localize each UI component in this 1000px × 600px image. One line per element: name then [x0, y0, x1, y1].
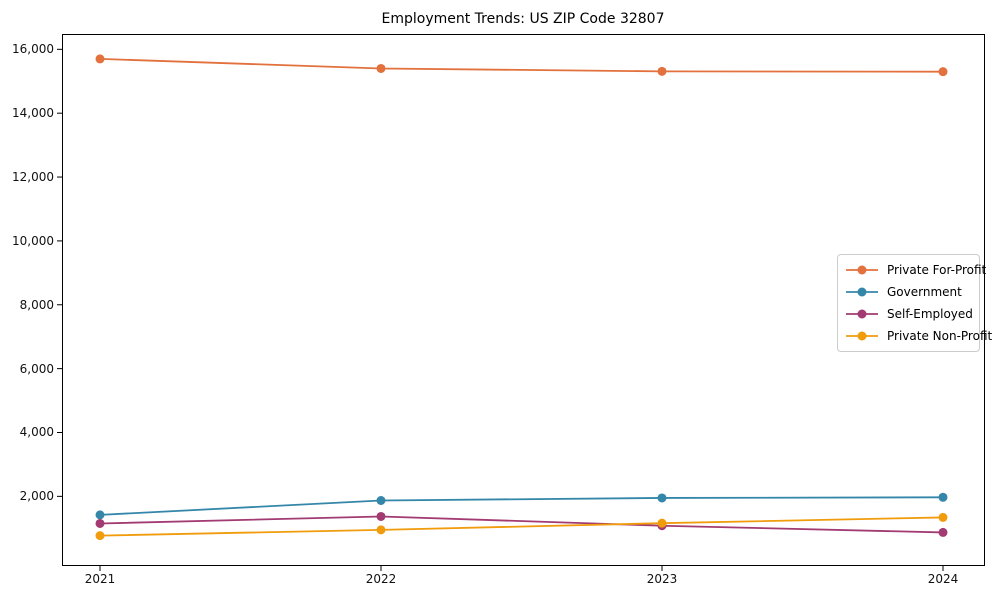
data-point-private-non-profit: [376, 525, 386, 535]
data-point-private-for-profit: [657, 66, 667, 76]
data-point-private-non-profit: [938, 512, 948, 522]
legend-label: Self-Employed: [887, 307, 973, 321]
legend-label: Private For-Profit: [887, 263, 987, 277]
y-axis-tick-label: 2,000: [19, 489, 54, 504]
legend-line-marker-icon: [846, 287, 878, 297]
legend-line-marker-icon: [846, 309, 878, 319]
data-point-private-for-profit: [95, 54, 105, 64]
legend-label: Private Non-Profit: [887, 329, 993, 343]
data-point-private-for-profit: [938, 67, 948, 77]
axes-frame: [62, 34, 985, 566]
data-point-self-employed: [376, 511, 386, 521]
data-point-private-for-profit: [376, 63, 386, 73]
data-point-private-non-profit: [657, 518, 667, 528]
y-axis-tick-label: 6,000: [19, 361, 54, 376]
series-line-private-for-profit: [99, 58, 944, 73]
data-point-self-employed: [95, 518, 105, 528]
y-axis-tick-label: 16,000: [12, 42, 54, 57]
chart-title: Employment Trends: US ZIP Code 32807: [381, 11, 665, 27]
y-axis-tick-label: 14,000: [12, 106, 54, 121]
legend-item-private-non-profit: Private Non-Profit: [845, 325, 992, 347]
legend: Private For-Profit Government Self-Employe…: [837, 254, 992, 352]
x-axis-tick-label: 2021: [84, 572, 116, 586]
data-point-government: [376, 496, 386, 506]
data-point-government: [95, 510, 105, 520]
x-axis-tick-label: 2023: [646, 572, 678, 586]
y-axis-tick-label: 10,000: [12, 233, 54, 248]
legend-item-government: Government: [845, 281, 971, 303]
series-line-private-non-profit: [99, 516, 944, 537]
data-point-self-employed: [938, 527, 948, 537]
series-line-self-employed: [99, 515, 944, 534]
y-axis-tick-label: 12,000: [12, 170, 54, 185]
y-axis-tick-label: 8,000: [19, 297, 54, 312]
x-axis-tick-label: 2022: [365, 572, 397, 586]
legend-item-private-for-profit: Private For-Profit: [845, 259, 986, 281]
data-point-private-non-profit: [95, 531, 105, 541]
series-line-government: [99, 496, 944, 516]
x-axis-tick-label: 2024: [927, 572, 959, 586]
legend-item-self-employed: Self-Employed: [845, 303, 973, 325]
data-point-government: [657, 493, 667, 503]
data-point-government: [938, 492, 948, 502]
legend-line-marker-icon: [846, 265, 878, 275]
legend-label: Government: [887, 285, 962, 299]
legend-line-marker-icon: [846, 331, 878, 341]
y-axis-tick-label: 4,000: [19, 425, 54, 440]
